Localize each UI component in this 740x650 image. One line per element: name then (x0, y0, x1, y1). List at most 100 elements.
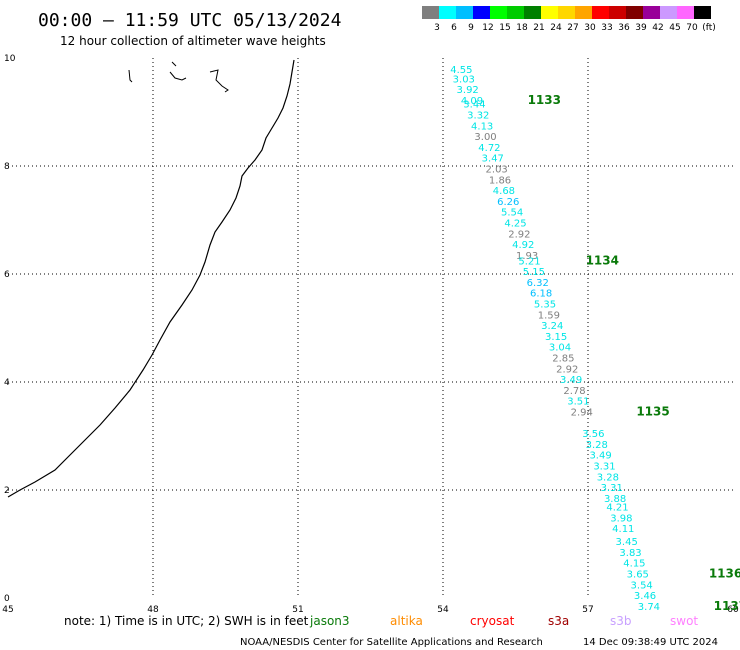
wave-height-label: 1.59 (538, 310, 560, 321)
x-tick-label: 60 (727, 605, 739, 615)
wave-height-label: 6.18 (530, 289, 552, 300)
wave-height-label: 6.26 (497, 197, 519, 208)
wave-height-label: 4.72 (478, 143, 500, 154)
y-tick-label: 8 (4, 162, 10, 172)
legend-label: 3 (434, 23, 440, 33)
legend-label: 21 (533, 23, 544, 33)
wave-height-label: 3.92 (457, 85, 479, 96)
wave-height-label: 1.93 (516, 251, 538, 262)
legend-label: 30 (584, 23, 596, 33)
wave-height-label: 4.15 (623, 559, 645, 570)
note-text: note: 1) Time is in UTC; 2) SWH is in fe… (64, 614, 309, 628)
page-title: 00:00 – 11:59 UTC 05/13/2024 (38, 10, 341, 31)
lat-lon-grid: 45 48 51 54 57 60 0 2 4 6 8 10 (2, 54, 739, 615)
legend-label: 39 (635, 23, 647, 33)
wave-height-label: 2.92 (556, 364, 578, 375)
wave-height-label: 2.85 (552, 353, 574, 364)
x-tick-label: 45 (2, 605, 13, 615)
wave-height-label: 3.15 (545, 332, 567, 343)
pass-number-label: 1137 (714, 599, 740, 613)
wave-height-label: 2.94 (571, 407, 593, 418)
wave-height-label: 2.92 (508, 229, 530, 240)
wave-height-label: 3.49 (589, 451, 611, 462)
pass-number-label: 1133 (528, 93, 561, 107)
satellite-name-s3a: s3a (548, 614, 569, 628)
legend-label: 15 (499, 23, 510, 33)
footer-timestamp: 14 Dec 09:38:49 UTC 2024 (583, 637, 718, 648)
wave-height-label: 4.11 (612, 524, 634, 535)
x-tick-label: 54 (437, 605, 449, 615)
x-tick-label: 51 (292, 605, 303, 615)
x-tick-label: 48 (147, 605, 159, 615)
legend-label: (ft) (702, 23, 716, 33)
wave-height-label: 3.24 (541, 321, 563, 332)
island-outline (209, 69, 229, 93)
satellite-legend: jason3 altika cryosat s3a s3b swot (309, 614, 698, 628)
wave-height-label: 3.47 (482, 154, 504, 165)
wave-height-label: 4.09 (461, 96, 483, 107)
pass-number-label: 1134 (586, 253, 619, 267)
footer-credit: NOAA/NESDIS Center for Satellite Applica… (240, 637, 543, 648)
legend-swatch (541, 6, 558, 19)
legend-label: 24 (550, 23, 562, 33)
wave-height-label: 3.28 (597, 472, 619, 483)
wave-height-label: 3.88 (604, 494, 626, 505)
wave-height-label: 3.31 (593, 461, 615, 472)
wave-height-label: 3.98 (610, 513, 632, 524)
wave-height-label: 5.35 (534, 299, 556, 310)
satellite-name-swot: swot (670, 614, 698, 628)
wave-height-label: 1.86 (489, 175, 511, 186)
legend-swatch (456, 6, 473, 19)
wave-height-label: 4.55 (450, 65, 472, 76)
legend-swatch (575, 6, 592, 19)
island-outline (128, 69, 133, 83)
wave-height-label: 6.32 (527, 278, 549, 289)
wave-height-label: 3.54 (631, 580, 653, 591)
legend-label: 36 (618, 23, 630, 33)
wave-height-label: 3.32 (467, 110, 489, 121)
legend-label: 45 (669, 23, 680, 33)
legend-label: 6 (451, 23, 457, 33)
wave-height-label: 3.28 (586, 440, 608, 451)
legend-label: 70 (686, 23, 698, 33)
wave-height-label: 3.65 (627, 569, 649, 580)
legend-swatch (558, 6, 575, 19)
satellite-name-altika: altika (390, 614, 423, 628)
legend-swatch (643, 6, 660, 19)
legend-swatch (609, 6, 626, 19)
satellite-name-cryosat: cryosat (470, 614, 515, 628)
wave-height-label: 3.03 (453, 74, 475, 85)
wave-height-label: 3.83 (619, 548, 641, 559)
wave-height-label: 4.13 (471, 121, 493, 132)
wave-height-label: 5.21 (518, 256, 540, 267)
wave-height-label: 3.00 (474, 132, 496, 143)
wave-height-label: 3.49 (560, 375, 582, 386)
wave-height-label: 3.45 (616, 537, 638, 548)
legend-swatch (677, 6, 694, 19)
satellite-name-s3b: s3b (610, 614, 632, 628)
legend-swatch (592, 6, 609, 19)
legend-swatch (490, 6, 507, 19)
legend-label: 9 (468, 23, 474, 33)
legend-swatch (507, 6, 524, 19)
legend-swatch (422, 6, 439, 19)
legend-label: 18 (516, 23, 528, 33)
pass-number-label: 1136 (709, 566, 740, 580)
pass-number-label: 1135 (636, 404, 669, 418)
legend-label: 33 (601, 23, 612, 33)
wave-height-label: 3.04 (549, 343, 571, 354)
wave-height-label: 4.21 (606, 503, 628, 514)
wave-height-label: 4.25 (504, 218, 526, 229)
wave-height-label: 4.68 (493, 186, 515, 197)
wave-height-label: 3.56 (582, 429, 604, 440)
wave-height-label: 5.15 (523, 267, 545, 278)
legend-label: 27 (567, 23, 578, 33)
y-tick-label: 4 (4, 378, 10, 388)
wave-height-label: 5.54 (501, 208, 523, 219)
wave-height-label: 2.78 (563, 386, 585, 397)
island-outline (169, 61, 187, 81)
wave-height-label: 3.44 (463, 100, 485, 111)
legend-swatch (439, 6, 456, 19)
satellite-name-jason3: jason3 (309, 614, 350, 628)
